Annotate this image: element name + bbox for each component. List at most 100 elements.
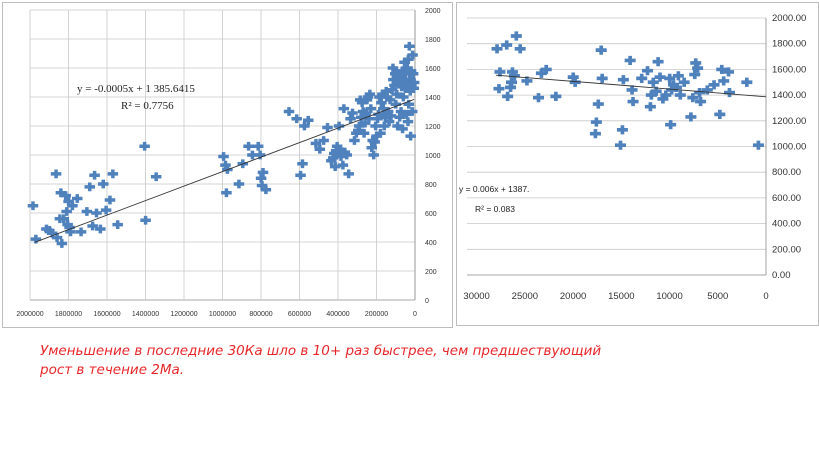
right-data-point xyxy=(535,68,547,78)
left-data-point xyxy=(67,201,78,211)
left-data-point xyxy=(355,112,367,122)
left-data-point xyxy=(408,78,420,87)
left-data-point xyxy=(337,160,349,170)
right-data-point xyxy=(670,82,682,92)
left-data-point xyxy=(375,128,386,138)
right-data-point xyxy=(616,125,628,135)
left-data-point xyxy=(387,63,399,73)
left-data-point xyxy=(328,149,340,158)
right-data-point xyxy=(636,73,648,83)
left-x-tick-label: 2000000 xyxy=(16,311,43,318)
left-data-point xyxy=(386,85,398,95)
left-data-point xyxy=(391,89,403,99)
left-x-tick-label: 600000 xyxy=(288,311,311,318)
right-data-point xyxy=(665,120,677,130)
right-data-point xyxy=(654,72,666,82)
right-y-tick-label: 1200.00 xyxy=(772,116,806,127)
right-data-point xyxy=(723,87,735,98)
left-data-point xyxy=(403,54,414,64)
right-data-point xyxy=(501,40,513,50)
left-data-point xyxy=(260,185,272,195)
left-data-point xyxy=(257,168,269,177)
right-data-point xyxy=(595,45,607,55)
left-data-point xyxy=(89,170,100,180)
left-data-point xyxy=(362,92,374,102)
left-data-point xyxy=(243,141,254,151)
left-y-tick-label: 1200 xyxy=(425,124,441,131)
left-data-point xyxy=(371,131,382,141)
right-data-point xyxy=(657,94,669,104)
left-data-point xyxy=(30,234,42,244)
left-data-point xyxy=(404,41,415,51)
right-data-point xyxy=(664,73,676,83)
right-data-point xyxy=(694,87,706,98)
chart-left-r2: R² = 0.7756 xyxy=(121,100,174,112)
left-data-point xyxy=(218,152,229,161)
left-y-tick-label: 2000 xyxy=(425,8,441,15)
left-data-point xyxy=(339,147,351,157)
left-data-point xyxy=(401,110,412,119)
right-data-point xyxy=(569,77,581,87)
left-data-point xyxy=(380,86,392,96)
left-data-point xyxy=(233,179,245,189)
left-data-point xyxy=(338,104,350,113)
left-x-tick-label: 1400000 xyxy=(132,311,159,318)
left-data-point xyxy=(295,170,306,180)
left-data-point xyxy=(107,169,119,179)
left-data-point xyxy=(112,220,123,229)
right-x-tick-label: 5000 xyxy=(707,291,728,302)
left-data-point xyxy=(254,150,266,160)
left-data-point xyxy=(405,131,416,141)
left-data-point xyxy=(326,156,337,166)
left-y-tick-label: 800 xyxy=(425,182,437,189)
left-data-point xyxy=(58,214,70,224)
right-x-tick-label: 25000 xyxy=(512,291,538,302)
left-y-tick-label: 1800 xyxy=(425,37,441,44)
right-data-point xyxy=(614,140,626,150)
right-data-point xyxy=(718,76,730,86)
left-data-point xyxy=(255,173,267,183)
right-y-tick-label: 1400.00 xyxy=(772,90,806,101)
right-data-point xyxy=(723,67,735,77)
left-data-point xyxy=(381,92,393,102)
right-data-point xyxy=(550,91,562,101)
right-y-tick-label: 200.00 xyxy=(772,244,801,255)
right-data-point xyxy=(627,96,639,107)
left-data-point xyxy=(406,107,418,116)
right-data-point xyxy=(624,55,636,65)
left-data-point xyxy=(104,195,116,205)
left-data-point xyxy=(398,92,409,102)
left-data-point xyxy=(402,63,413,73)
left-data-point xyxy=(61,207,72,216)
chart-left-equation: y = -0.0005x + 1 385.6415 xyxy=(77,83,195,95)
right-data-point xyxy=(687,93,699,103)
right-data-point xyxy=(716,64,728,74)
left-data-point xyxy=(354,121,365,131)
left-data-point xyxy=(318,136,329,145)
left-data-point xyxy=(329,162,341,171)
right-data-point xyxy=(674,90,686,100)
left-x-tick-label: 1600000 xyxy=(93,311,120,318)
chart-left-trendline xyxy=(34,99,415,243)
right-data-point xyxy=(650,86,662,96)
left-data-point xyxy=(347,108,358,118)
chart-right-points xyxy=(491,31,764,150)
left-data-point xyxy=(396,66,408,76)
right-data-point xyxy=(689,69,701,80)
right-y-tick-label: 0.00 xyxy=(772,270,791,281)
left-data-point xyxy=(354,95,366,105)
left-data-point xyxy=(256,181,268,190)
left-x-tick-label: 1800000 xyxy=(55,311,82,318)
left-data-point xyxy=(395,72,406,82)
left-data-point xyxy=(247,150,258,160)
right-data-point xyxy=(617,75,629,85)
left-data-point xyxy=(60,191,71,200)
left-data-point xyxy=(382,107,394,116)
right-data-point xyxy=(505,82,517,92)
left-data-point xyxy=(335,152,347,161)
left-data-point xyxy=(310,139,322,148)
caption: Уменьшение в последние 30Ка шло в 10+ ра… xyxy=(40,342,780,380)
left-data-point xyxy=(360,108,372,118)
left-data-point xyxy=(97,179,109,189)
left-data-point xyxy=(75,227,87,237)
